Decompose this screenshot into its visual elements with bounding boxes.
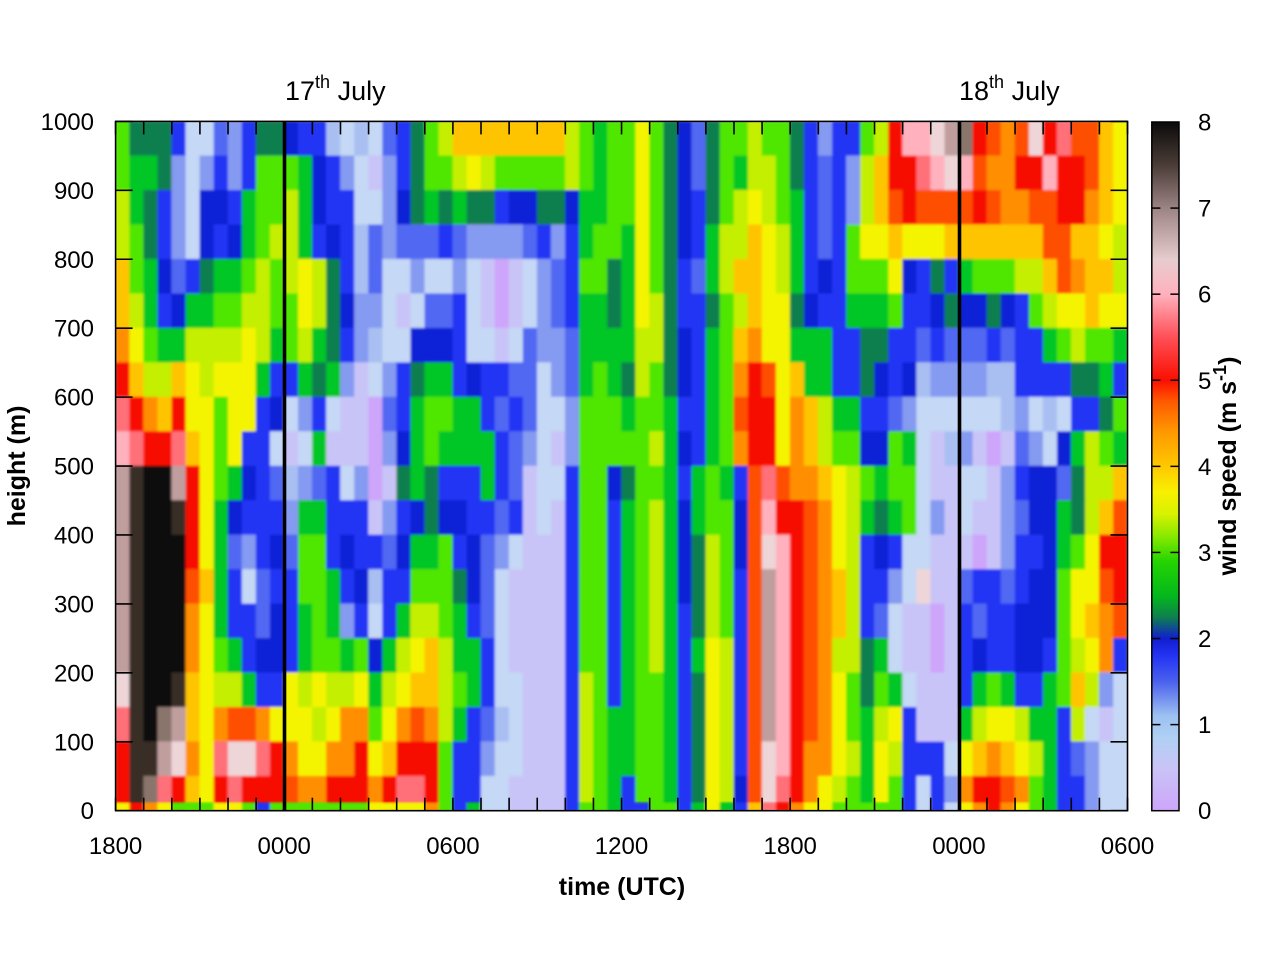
- svg-text:0: 0: [81, 798, 94, 825]
- svg-text:1000: 1000: [41, 109, 94, 136]
- svg-text:time (UTC): time (UTC): [559, 873, 685, 901]
- svg-text:0: 0: [1198, 798, 1211, 825]
- svg-text:1: 1: [1198, 712, 1211, 739]
- svg-text:400: 400: [54, 523, 94, 550]
- svg-text:800: 800: [54, 247, 94, 274]
- svg-text:0000: 0000: [258, 833, 311, 860]
- svg-text:1200: 1200: [595, 833, 648, 860]
- svg-text:300: 300: [54, 591, 94, 618]
- svg-text:17th July: 17th July: [285, 72, 386, 106]
- svg-text:900: 900: [54, 178, 94, 205]
- svg-text:7: 7: [1198, 196, 1211, 223]
- svg-text:3: 3: [1198, 540, 1211, 567]
- svg-text:0600: 0600: [426, 833, 479, 860]
- svg-text:height (m): height (m): [3, 406, 31, 527]
- svg-text:700: 700: [54, 316, 94, 343]
- svg-text:200: 200: [54, 660, 94, 687]
- svg-text:8: 8: [1198, 110, 1211, 137]
- svg-text:1800: 1800: [89, 833, 142, 860]
- svg-text:wind speed (m s-1): wind speed (m s-1): [1210, 357, 1242, 577]
- svg-text:5: 5: [1198, 368, 1211, 395]
- svg-text:100: 100: [54, 729, 94, 756]
- svg-text:0600: 0600: [1101, 833, 1154, 860]
- svg-text:6: 6: [1198, 282, 1211, 309]
- svg-text:4: 4: [1198, 454, 1211, 481]
- svg-text:0000: 0000: [932, 833, 985, 860]
- svg-text:18th July: 18th July: [959, 72, 1060, 106]
- svg-text:600: 600: [54, 385, 94, 412]
- svg-text:1800: 1800: [764, 833, 817, 860]
- svg-text:2: 2: [1198, 626, 1211, 653]
- svg-text:500: 500: [54, 454, 94, 481]
